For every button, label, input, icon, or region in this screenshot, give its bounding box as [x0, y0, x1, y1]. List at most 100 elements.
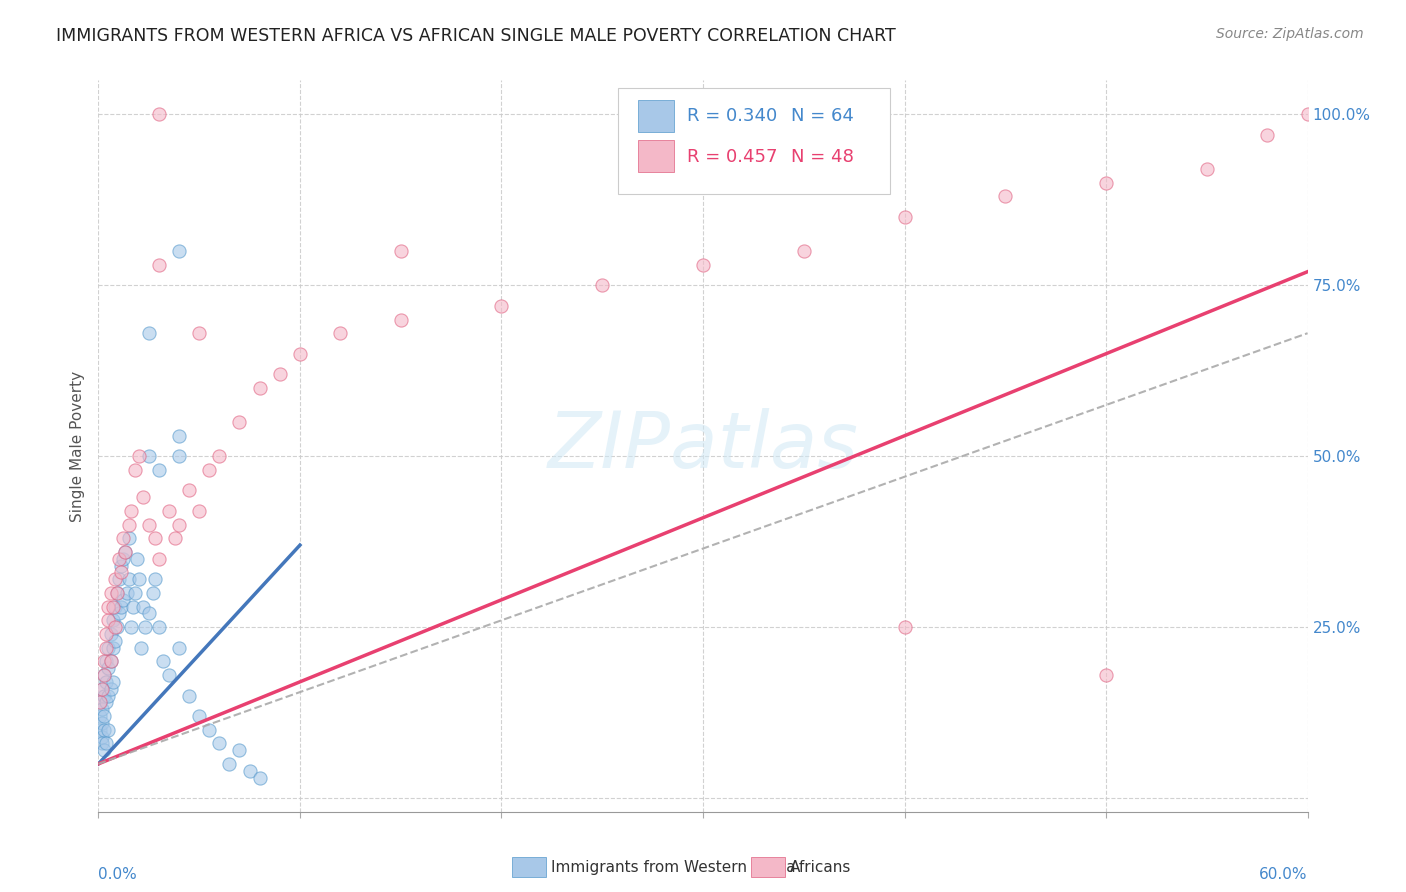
Point [138, 449, 160, 463]
Point [93, 654, 115, 668]
Point [167, 244, 190, 259]
Text: 60.0%: 60.0% [1260, 867, 1308, 881]
Point [100, 681, 122, 696]
Point [132, 599, 155, 614]
Text: IMMIGRANTS FROM WESTERN AFRICA VS AFRICAN SINGLE MALE POVERTY CORRELATION CHART: IMMIGRANTS FROM WESTERN AFRICA VS AFRICA… [56, 27, 896, 45]
Point [491, 299, 513, 313]
Point [138, 326, 160, 341]
Point [97, 599, 120, 614]
Point [163, 531, 186, 545]
Point [893, 210, 915, 224]
Point [239, 764, 262, 778]
Point [93, 668, 115, 682]
Point [97, 661, 120, 675]
Point [93, 723, 115, 737]
Point [89, 709, 111, 723]
Point [101, 613, 124, 627]
FancyBboxPatch shape [638, 140, 673, 172]
Point [120, 620, 142, 634]
Text: 0.0%: 0.0% [98, 867, 138, 881]
Point [138, 517, 160, 532]
Point [124, 463, 146, 477]
Point [114, 545, 136, 559]
Point [100, 627, 122, 641]
Text: Africans: Africans [790, 860, 852, 874]
Point [1095, 176, 1118, 190]
Text: R = 0.457: R = 0.457 [688, 148, 778, 166]
Point [100, 654, 122, 668]
Point [89, 695, 111, 709]
Point [100, 654, 122, 668]
Point [97, 723, 120, 737]
Point [91, 730, 114, 744]
Point [1195, 162, 1218, 177]
Point [91, 681, 114, 696]
Point [101, 674, 124, 689]
Point [188, 709, 211, 723]
Point [89, 695, 111, 709]
Text: N = 48: N = 48 [792, 148, 853, 166]
Point [129, 640, 152, 655]
Point [89, 723, 111, 737]
Text: ZIPatlas: ZIPatlas [547, 408, 859, 484]
Point [105, 586, 128, 600]
Point [329, 326, 352, 341]
Point [97, 640, 120, 655]
Point [103, 572, 125, 586]
Point [157, 668, 180, 682]
Point [132, 490, 155, 504]
Point [591, 278, 613, 293]
Point [793, 244, 815, 259]
Point [389, 244, 412, 259]
Point [228, 415, 250, 429]
Point [101, 599, 124, 614]
Point [97, 613, 120, 627]
Point [107, 607, 129, 621]
Point [389, 312, 412, 326]
Text: R = 0.340: R = 0.340 [688, 107, 778, 125]
Point [103, 599, 125, 614]
Point [218, 756, 240, 771]
Point [96, 627, 118, 641]
Point [157, 504, 180, 518]
Point [96, 695, 118, 709]
Point [93, 668, 115, 682]
Point [138, 607, 160, 621]
Point [893, 620, 915, 634]
FancyBboxPatch shape [638, 100, 673, 132]
Point [148, 258, 170, 272]
Point [97, 689, 120, 703]
Point [228, 743, 250, 757]
Point [118, 531, 141, 545]
Point [167, 640, 190, 655]
Point [91, 702, 114, 716]
Point [105, 620, 128, 634]
Point [96, 736, 118, 750]
Point [114, 545, 136, 559]
Point [96, 654, 118, 668]
Point [125, 551, 148, 566]
Point [110, 558, 132, 573]
Point [128, 572, 150, 586]
Text: Immigrants from Western Africa: Immigrants from Western Africa [551, 860, 796, 874]
Point [269, 368, 291, 382]
Point [179, 483, 201, 498]
Point [110, 599, 132, 614]
Point [1095, 668, 1118, 682]
Point [103, 620, 125, 634]
Text: N = 64: N = 64 [792, 107, 853, 125]
Point [111, 551, 134, 566]
Point [249, 381, 271, 395]
Point [96, 640, 118, 655]
Point [107, 572, 129, 586]
Y-axis label: Single Male Poverty: Single Male Poverty [70, 370, 86, 522]
Point [128, 449, 150, 463]
Point [96, 674, 118, 689]
Point [1256, 128, 1278, 142]
Point [167, 517, 190, 532]
Point [142, 586, 165, 600]
Point [198, 463, 221, 477]
Point [179, 689, 201, 703]
Point [208, 449, 231, 463]
Point [91, 736, 114, 750]
